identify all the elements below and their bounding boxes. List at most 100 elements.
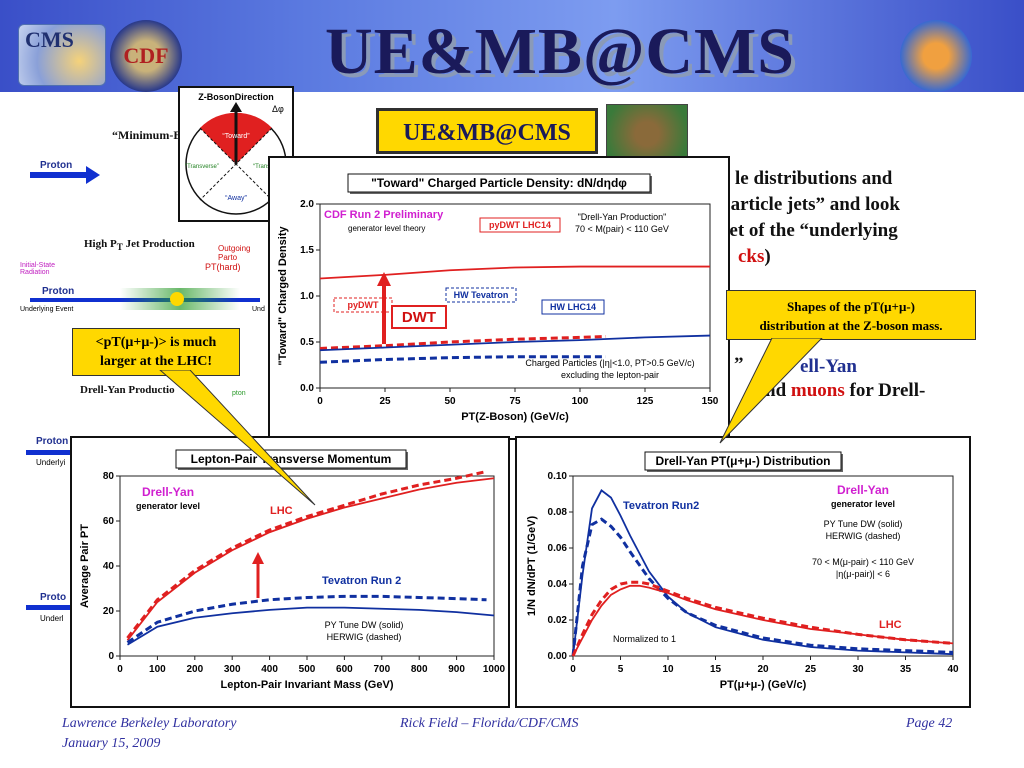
y-axis-label: "Toward" Charged Density: [277, 226, 289, 366]
x-tick-label: 75: [509, 396, 521, 407]
zboson-arrowhead: [230, 102, 242, 112]
callout-right-line-1: Shapes of the pT(μ+μ-): [787, 299, 915, 314]
proton-beam-3: [26, 450, 70, 455]
series-line-hw-tevatron: [319, 355, 606, 364]
legend-hw-lhc14: HW LHC14: [550, 302, 596, 312]
left-diagrams: “Minimum-B Proton High PT Jet Production…: [0, 120, 270, 450]
footer-date: January 15, 2009: [62, 736, 161, 751]
x-tick-label: 900: [448, 664, 465, 675]
footer-institution: Lawrence Berkeley Laboratory: [62, 716, 237, 731]
callout-left: <pT(μ+μ-)> is much larger at the LHC!: [72, 328, 240, 376]
pthard-label: PT(hard): [205, 262, 241, 272]
x-tick-label: 1000: [483, 664, 506, 675]
y-tick-label: 0.02: [548, 615, 568, 626]
lepton-label: pton: [232, 390, 246, 397]
annot-gen: generator level theory: [348, 224, 425, 233]
series-line-lhc-herwig: [571, 580, 954, 657]
series-line-tevatron-herwig: [126, 594, 487, 644]
dwt-box: [391, 305, 447, 329]
annot-tevatron: Tevatron Run2: [623, 500, 699, 512]
cms-logo: CMS: [18, 24, 106, 86]
annot-herwig: HERWIG (dashed): [826, 531, 901, 541]
proton-arrowhead-1: [86, 166, 100, 184]
y-tick-label: 20: [103, 606, 115, 617]
chart-drell-yan-panel: 0 5 10 15 20 25 30 35 40 0.00 0.02 0.04 0.06 0.08 0.10…: [515, 436, 971, 708]
x-tick-label: 125: [637, 396, 654, 407]
x-tick-label: 800: [411, 664, 428, 675]
cdf-logo: CDF: [110, 20, 182, 92]
isr-label: Initial-State Radiation: [20, 262, 56, 276]
callout-right: Shapes of the pT(μ+μ-) distribution at t…: [726, 290, 976, 340]
callout-left-line-2: larger at the LHC!: [99, 354, 213, 369]
callout-right-pointer: [719, 338, 823, 444]
bg-text-line-4: cks): [738, 246, 771, 267]
dphi-label: Δφ: [272, 104, 284, 114]
annot-eta: |η(μ-pair)| < 6: [836, 569, 890, 579]
series-line-tevatron-run2: [572, 489, 954, 657]
series-line-lhc-herwig: [126, 470, 487, 639]
footer-author: Rick Field – Florida/CDF/CMS: [400, 716, 579, 731]
annot-drell-yan: Drell-Yan: [142, 485, 194, 499]
proton-arrow-1: [30, 172, 90, 178]
bg-text-line-3: set of the “underlying: [722, 220, 898, 241]
bg-text-line-7: ”: [734, 354, 744, 375]
x-tick-label: 400: [261, 664, 278, 675]
x-axis-label: Lepton-Pair Invariant Mass (GeV): [221, 679, 394, 691]
ue-label: Underlying Event: [20, 306, 74, 313]
bg-text-line-5: ell-Yan: [800, 356, 857, 377]
chart-title: Drell-Yan PT(μ+μ-) Distribution: [655, 454, 830, 468]
proton-label-3: Proton: [36, 436, 69, 447]
proton-label-2: Proton: [42, 286, 75, 297]
underlyi-label: Underlyi: [36, 458, 66, 467]
bg-text-line-1: le distributions and: [735, 168, 893, 189]
x-tick-label: 5: [618, 664, 624, 675]
y-tick-label: 0.08: [548, 507, 568, 518]
y-tick-label: 60: [103, 516, 115, 527]
x-tick-label: 40: [947, 664, 959, 675]
chart-title-box: [644, 451, 842, 471]
annot-lhc: LHC: [270, 505, 293, 517]
x-tick-label: 25: [805, 664, 817, 675]
proton-label-1: Proton: [40, 160, 73, 171]
annot-tune: PY Tune DW (solid): [325, 620, 404, 630]
y-axis-label: Average Pair PT: [79, 524, 91, 608]
series-line-lhc: [126, 477, 495, 641]
x-tick-label: 35: [900, 664, 912, 675]
proton-beam-4: [26, 605, 70, 610]
callout-left-line-1: <pT(μ+μ-)> is much: [95, 335, 217, 350]
x-tick-label: 30: [852, 664, 864, 675]
x-tick-label: 200: [186, 664, 203, 675]
x-tick-label: 300: [224, 664, 241, 675]
x-tick-label: 700: [373, 664, 390, 675]
x-tick-label: 600: [336, 664, 353, 675]
annot-charged: Charged Particles (|η|<1.0, PT>0.5 GeV/c…: [525, 358, 694, 368]
callout-right-line-2: distribution at the Z-boson mass.: [759, 318, 943, 333]
legend-hw-tevatron-box: [445, 287, 517, 303]
callout-right-pointer-shape: [719, 338, 823, 444]
y-tick-label: 80: [103, 471, 115, 482]
slide-title: UE&MB@CMS: [324, 15, 796, 88]
y-tick-label: 0.0: [300, 383, 314, 394]
und-label: Und: [252, 306, 265, 313]
chart-lepton-pair: 0 100 200 300 400 500 600 700 800 900 1000 0 20 40 60 8…: [79, 449, 506, 691]
y-tick-label: 0: [108, 651, 114, 662]
annot-mass: 70 < M(μ-pair) < 110 GeV: [812, 557, 914, 567]
outgoing-label: Outgoing Parto: [218, 244, 251, 262]
toward-label: “Toward”: [222, 133, 250, 140]
x-tick-label: 500: [299, 664, 316, 675]
zdir-label: Z-BosonDirection: [198, 92, 274, 102]
proton-label-4: Proto: [40, 592, 67, 603]
footer-page: Page 42: [906, 716, 953, 731]
chart-title-box: [175, 449, 407, 469]
series-line-tevatron-run-2: [127, 606, 495, 646]
underl-label: Underl: [40, 614, 64, 623]
x-tick-label: 0: [117, 664, 123, 675]
transverse-left-label: “Transverse”: [185, 164, 219, 170]
y-tick-label: 40: [103, 561, 115, 572]
annot-lhc: LHC: [879, 619, 902, 631]
annot-drell-yan: Drell-Yan: [837, 483, 889, 497]
x-axis-label: PT(Z-Boson) (GeV/c): [461, 411, 569, 423]
chart-drell-yan: 0 5 10 15 20 25 30 35 40 0.00 0.02 0.04 0.06 0.08 0.10…: [526, 451, 959, 691]
annot-normalized: Normalized to 1: [613, 634, 676, 644]
series-line-pydwt-lhc14: [319, 265, 710, 280]
